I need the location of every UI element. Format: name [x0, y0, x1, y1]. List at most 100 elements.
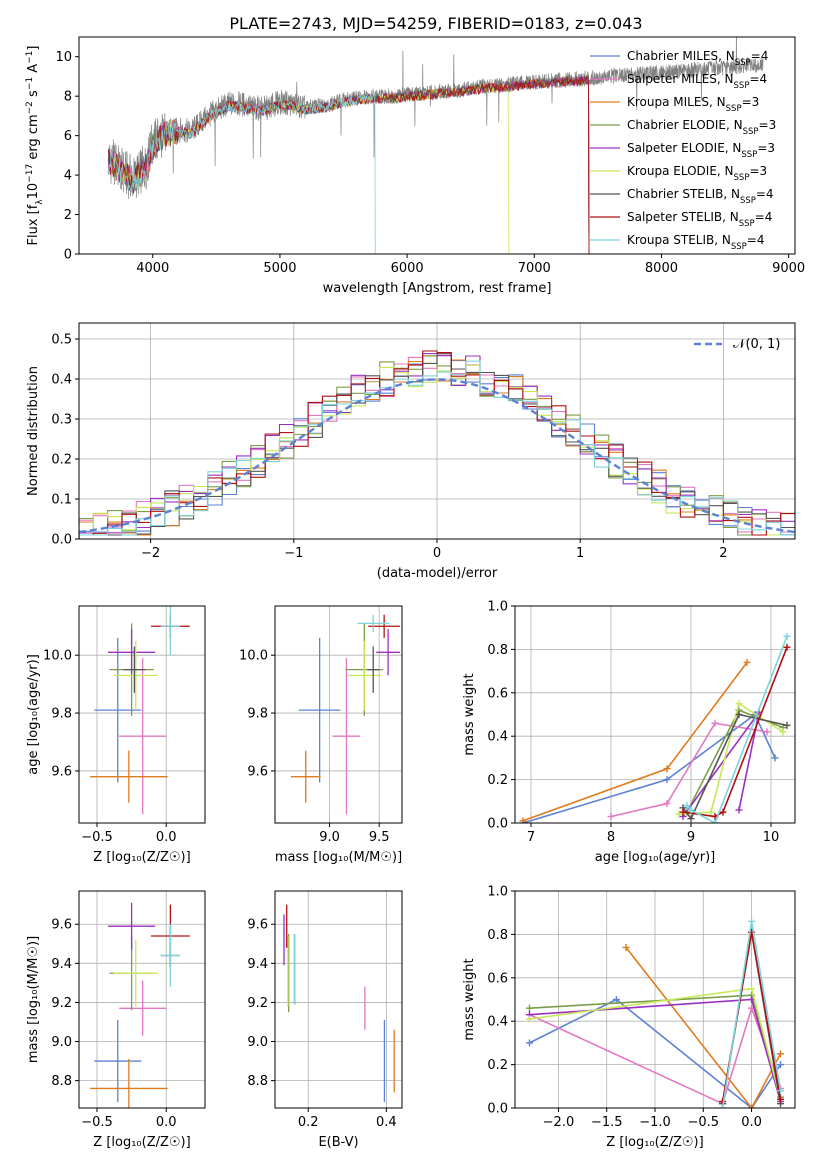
y-axis-label-part: λ — [35, 199, 45, 205]
weight-marker-chabrier_miles — [777, 1061, 785, 1069]
x-tick-label: 7000 — [518, 261, 551, 276]
legend-label-base: Chabrier ELODIE, N — [627, 118, 743, 132]
y-tick-label: 0.6 — [487, 971, 508, 986]
y-tick-label: 0.4 — [487, 1015, 508, 1030]
errorbar-point-kroupa_miles — [90, 1059, 168, 1108]
weight-marker-kroupa_miles — [743, 658, 751, 666]
y-tick-label: 10 — [55, 50, 72, 65]
y-axis-label: Flux [fλ10−17 erg cm−2 s−1 A−1] — [25, 46, 45, 246]
y-tick-label: 0.8 — [487, 643, 508, 658]
plot-frame — [78, 36, 796, 255]
x-tick-label: 0 — [433, 546, 441, 561]
y-tick-label: 9.0 — [247, 1035, 268, 1050]
x-tick-label: 6000 — [391, 261, 424, 276]
x-tick-label: 9.5 — [369, 830, 390, 845]
plot-frame — [274, 890, 403, 1109]
age-vs-mass-plot-area — [275, 606, 402, 823]
residual-histogram-kroupa_stelib — [79, 360, 795, 539]
y-axis-label-part: A — [26, 64, 41, 77]
legend-label-tail: =3 — [749, 164, 767, 178]
legend-label-kroupa_elodie: Kroupa ELODIE, NSSP=3 — [627, 164, 767, 183]
x-tick-label: 8000 — [645, 261, 678, 276]
legend-label-chabrier_elodie: Chabrier ELODIE, NSSP=3 — [627, 118, 776, 137]
y-tick-label: 0.1 — [51, 493, 72, 508]
errorbar-point-kroupa_elodie — [113, 640, 158, 711]
y-tick-label: 0.0 — [51, 533, 72, 548]
plot-frame — [274, 605, 403, 824]
y-tick-label: 0.4 — [487, 730, 508, 745]
spectrum-panel: 4000 5000 6000 7000 8000 9000 0 2 4 6 8 10 wavelengt… — [25, 36, 805, 296]
x-tick-label: 9000 — [772, 261, 805, 276]
legend-label-base: Salpeter ELODIE, N — [627, 141, 741, 155]
x-tick-label: 10 — [763, 830, 780, 845]
weight-marker-chabrier_stelib — [735, 711, 743, 718]
y-tick-label: 2 — [64, 208, 72, 223]
y-axis-label-part: ] — [26, 46, 41, 51]
x-axis-label: Z [log₁₀(Z/Z☉)] — [93, 1135, 190, 1150]
y-tick-label: 0.8 — [487, 928, 508, 943]
weight-line-kroupa_miles — [625, 946, 782, 1108]
x-axis-label: Z [log₁₀(Z/Z☉)] — [93, 850, 190, 865]
x-tick-label: 2 — [719, 546, 727, 561]
weight-marker-kroupa_elodie — [525, 1015, 533, 1023]
x-axis-label: mass [log₁₀(M/M☉)] — [275, 850, 402, 865]
weight-marker-kroupa_stelib — [783, 632, 791, 640]
x-tick-label: −0.5 — [81, 830, 113, 845]
legend-label-tail: =4 — [747, 233, 765, 247]
age-vs-Z-panel: −0.5 0.0 9.6 9.8 10.0 Z [log₁₀(Z/Z☉)] age [log… — [26, 605, 206, 865]
weight-marker-salpeter_miles — [711, 719, 719, 727]
legend-label-tail: =3 — [757, 141, 775, 155]
x-tick-label: 9 — [687, 830, 695, 845]
gaussian-curve — [79, 378, 795, 534]
legend-label-base: Chabrier MILES, N — [627, 49, 735, 63]
x-tick-label: 1 — [576, 546, 584, 561]
y-tick-label: 9.8 — [51, 707, 72, 722]
weight-marker-salpeter_stelib — [777, 1095, 785, 1103]
errorbar-point-salpeter_miles — [119, 980, 167, 1036]
weight-marker-kroupa_miles — [519, 817, 527, 823]
errorbar-point-salpeter_elodie — [376, 629, 401, 676]
plot-frame — [78, 605, 206, 824]
legend-label-sub: SSP — [731, 242, 747, 252]
x-axis-label: (data-model)/error — [377, 566, 498, 581]
mass-weight-vs-age-panel: 7 8 9 10 0.0 0.2 0.4 0.6 0.8 1.0 age [log₁₀(age/yr… — [462, 600, 796, 865]
legend-label-sub: SSP — [734, 81, 750, 91]
model-spectrum-salpeter_stelib — [107, 75, 590, 254]
x-tick-label: 5000 — [263, 261, 296, 276]
y-axis-label-part: s — [26, 90, 41, 101]
weight-marker-chabrier_miles — [612, 996, 620, 1003]
age-vs-Z-plot-area — [79, 606, 205, 823]
y-tick-label: 10.0 — [239, 649, 268, 664]
legend-label-kroupa_miles: Kroupa MILES, NSSP=3 — [627, 95, 759, 114]
weight-line-chabrier_miles — [529, 998, 782, 1108]
y-tick-label: 9.4 — [247, 957, 268, 972]
weight-marker-salpeter_stelib — [679, 808, 687, 816]
x-tick-label: −2.0 — [543, 1115, 575, 1130]
y-tick-label: 0.2 — [51, 453, 72, 468]
weight-marker-kroupa_stelib — [711, 819, 719, 823]
y-tick-label: 0 — [64, 248, 72, 263]
legend-label-sub: SSP — [735, 58, 751, 68]
weight-marker-salpeter_miles — [763, 728, 771, 736]
legend-label-base: Salpeter MILES, N — [627, 72, 734, 86]
weight-marker-kroupa_miles — [663, 765, 671, 773]
y-axis-label-part: 10 — [26, 183, 41, 200]
legend-label-base: Salpeter STELIB, N — [627, 210, 739, 224]
weight-marker-chabrier_miles — [663, 776, 671, 784]
x-tick-label: 0.4 — [376, 1115, 397, 1130]
y-tick-label: 0.4 — [51, 373, 72, 388]
weight-marker-kroupa_stelib — [683, 802, 691, 810]
legend-label-base: Kroupa STELIB, N — [627, 233, 731, 247]
weight-marker-kroupa_miles — [777, 1050, 785, 1058]
y-tick-label: 10.0 — [43, 649, 72, 664]
weight-line-kroupa_miles — [522, 661, 748, 822]
x-tick-label: 0.0 — [156, 830, 177, 845]
errorbar-point-kroupa_elodie — [113, 939, 158, 1007]
weight-marker-chabrier_miles — [525, 1039, 533, 1047]
y-tick-label: 6 — [64, 129, 72, 144]
y-axis-label-part: −1 — [25, 51, 35, 64]
y-tick-label: 9.6 — [51, 764, 72, 779]
mass-vs-EBV-plot-area — [275, 891, 402, 1108]
errorbar-point-kroupa_elodie — [347, 640, 382, 711]
weight-marker-chabrier_stelib — [687, 815, 695, 823]
